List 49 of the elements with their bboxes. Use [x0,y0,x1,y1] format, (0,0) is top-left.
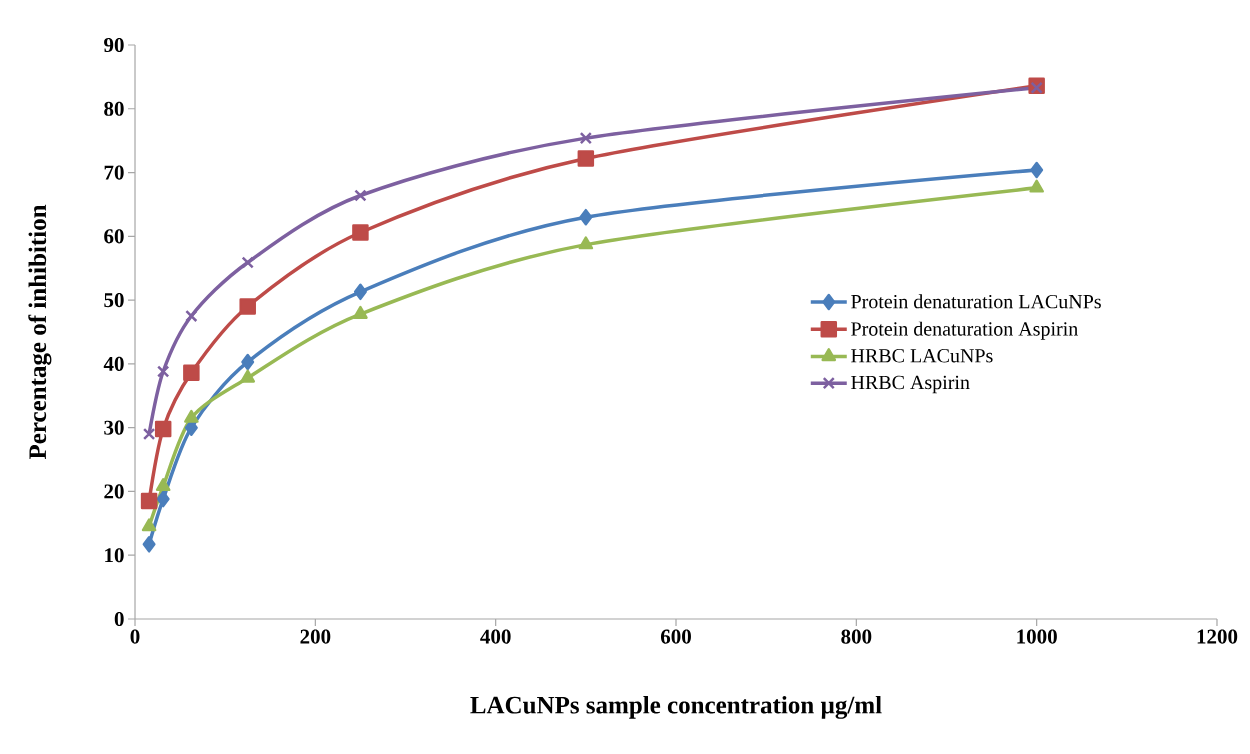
legend-label: HRBC LACuNPs [851,349,993,363]
point [354,189,367,202]
x-tick-label: 800 [841,629,872,644]
point [140,492,158,510]
y-tick-label: 90 [104,37,124,53]
x-tick-label: 200 [300,629,331,644]
x-tick-label: 1000 [1017,629,1057,644]
point [579,131,593,145]
point [241,353,255,371]
point [1030,81,1043,94]
point [141,518,157,532]
point [142,427,156,441]
y-axis-title: Percentage of inhibition [28,204,52,460]
point [184,409,199,423]
point [353,283,367,301]
point [239,298,256,315]
point [353,305,368,319]
point [1030,161,1044,179]
y-tick-label: 50 [104,293,124,308]
legend-label: Protein denaturation Aspirin [851,321,1078,340]
y-tick-label: 20 [104,484,124,499]
point [578,236,594,250]
point [142,536,156,553]
point [352,224,369,241]
point [579,208,593,226]
point [183,364,200,382]
x-tick-label: 400 [480,629,511,644]
x-tick-label: 1200 [1197,629,1238,644]
x-tick-label: 0 [130,629,140,644]
y-tick-label: 80 [104,101,124,116]
point [156,490,170,508]
y-tick-label: 40 [103,356,124,371]
point [155,478,171,492]
point [240,369,256,383]
y-tick-label: 60 [104,229,124,244]
point [185,309,198,323]
y-tick-label: 70 [104,165,124,180]
x-axis-title: LACuNPs sample concentration µg/ml [470,695,882,719]
point [154,420,172,438]
x-tick-label: 600 [660,629,691,644]
legend-label: Protein denaturation LACuNPs [851,294,1101,309]
point [1029,179,1044,193]
y-tick-label: 0 [114,611,124,627]
point [156,365,170,378]
point [577,150,595,167]
legend-label: HRBC Aspirin [851,375,970,394]
y-tick-label: 10 [105,548,124,563]
y-tick-label: 30 [104,420,124,435]
point [241,256,254,269]
